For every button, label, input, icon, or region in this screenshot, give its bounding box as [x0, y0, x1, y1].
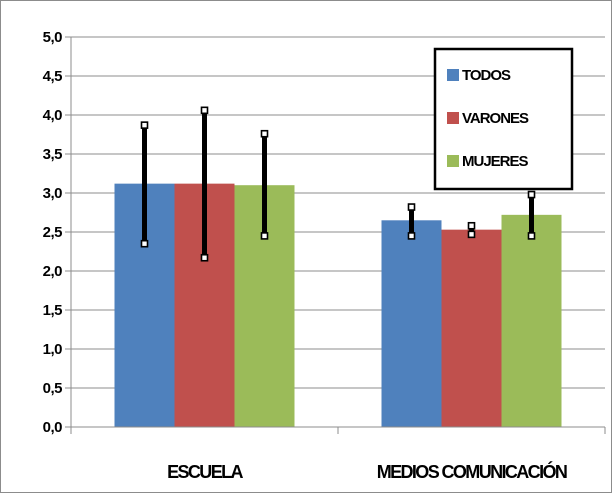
error-cap-low — [140, 239, 149, 248]
error-cap-high — [260, 129, 269, 138]
legend-swatch-todos — [447, 69, 459, 81]
legend-label-todos: TODOS — [462, 67, 511, 84]
bar-todos — [381, 220, 442, 427]
error-cap-low — [407, 232, 416, 240]
y-tick-label: 0,0 — [43, 419, 63, 436]
bar-mujeres — [501, 214, 562, 427]
y-tick-label: 5,0 — [43, 29, 63, 46]
y-tick-label: 4,5 — [43, 68, 63, 85]
x-category-label: ESCUELA — [167, 462, 243, 482]
y-tick-label: 1,5 — [43, 302, 63, 319]
error-cap-low — [260, 232, 269, 240]
y-tick-label: 3,0 — [43, 185, 63, 202]
error-cap-high — [140, 121, 149, 129]
error-cap-high — [200, 106, 209, 115]
bar-varones — [441, 229, 502, 427]
y-tick-label: 2,0 — [43, 263, 63, 280]
error-cap-high — [467, 221, 476, 230]
y-tick-label: 1,0 — [43, 341, 63, 358]
legend: TODOS VARONES MUJERES — [433, 47, 574, 191]
y-tick-label: 2,5 — [43, 224, 63, 241]
legend-swatch-mujeres — [447, 155, 459, 167]
axes: 0,0 0,5 1,0 1,5 2,0 2,5 3,0 3,5 4,0 4,5 5,0 ESCUELA… — [43, 29, 606, 482]
y-tick-label: 4,0 — [43, 107, 63, 124]
error-cap-low — [200, 253, 209, 262]
error-bars — [140, 106, 536, 262]
legend-swatch-varones — [447, 112, 459, 124]
y-tick-label: 0,5 — [43, 380, 63, 397]
y-tick-label: 3,5 — [43, 146, 63, 163]
error-cap-low — [467, 230, 476, 239]
legend-label-mujeres: MUJERES — [462, 153, 529, 170]
error-cap-high — [527, 190, 536, 199]
error-cap-high — [407, 203, 416, 211]
x-category-label: MEDIOS COMUNICACIÓN — [377, 461, 567, 482]
legend-label-varones: VARONES — [462, 110, 529, 127]
error-cap-low — [527, 232, 536, 240]
bars — [114, 183, 562, 427]
